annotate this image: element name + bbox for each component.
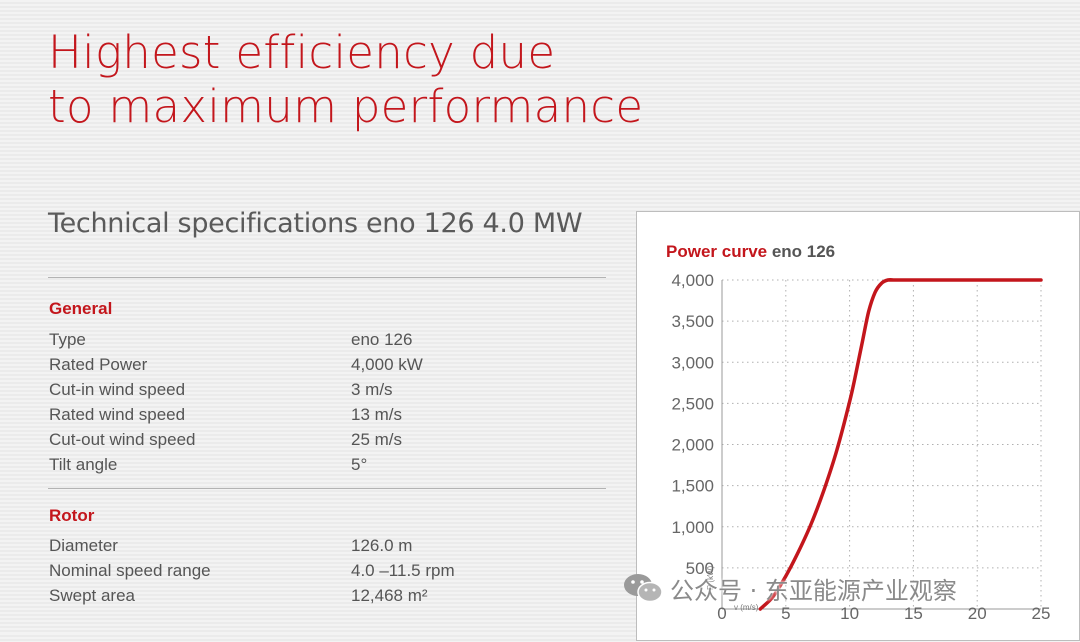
wechat-icon	[624, 574, 663, 603]
spec-value: 25 m/s	[351, 430, 403, 449]
x-tick-label: 15	[904, 604, 923, 623]
spec-label: Rated Power	[49, 355, 148, 374]
spec-row: Rated wind speed 13 m/s	[49, 402, 609, 427]
section-heading-general: General	[49, 299, 113, 318]
divider-middle	[48, 488, 606, 489]
power-curve-chart: Power curve eno 126 500 1,000 1,500 2,000 2,5…	[666, 242, 1051, 623]
spec-label: Rated wind speed	[49, 405, 186, 424]
y-tick-label: 3,000	[671, 353, 714, 372]
chart-title-part-2: eno 126	[772, 242, 835, 261]
page-title-line-1: Highest efficiency due	[48, 26, 556, 79]
general-spec-list: Type eno 126 Rated Power 4,000 kW Cut-in…	[49, 327, 609, 477]
spec-row: Cut-out wind speed 25 m/s	[49, 427, 609, 452]
chart-title-part-1: Power curve	[666, 242, 772, 261]
y-tick-label: 2,000	[671, 436, 714, 455]
spec-title: Technical specifications eno 126 4.0 MW	[48, 208, 583, 239]
spec-value: 5°	[351, 455, 368, 474]
y-tick-label: 2,500	[671, 394, 714, 413]
spec-row: Type eno 126	[49, 327, 609, 352]
spec-value: 4.0 –11.5 rpm	[351, 561, 455, 580]
page-title-line-2: to maximum performance	[48, 80, 644, 133]
x-axis-label: v (m/s)	[734, 603, 759, 612]
power-curve-line	[758, 278, 1043, 611]
spec-row: Nominal speed range 4.0 –11.5 rpm	[49, 558, 609, 583]
y-tick-label: 500	[686, 559, 714, 578]
spec-label: Type	[49, 330, 86, 349]
y-tick-label: 1,500	[671, 477, 714, 496]
spec-row: Tilt angle 5°	[49, 452, 609, 477]
x-tick-label: 0	[717, 604, 726, 623]
spec-row: Diameter 126.0 m	[49, 533, 609, 558]
rotor-spec-list: Diameter 126.0 m Nominal speed range 4.0…	[49, 533, 609, 608]
spec-row: Rated Power 4,000 kW	[49, 352, 609, 377]
x-tick-label: 5	[781, 604, 790, 623]
x-tick-label: 20	[968, 604, 987, 623]
spec-value: 13 m/s	[351, 405, 403, 424]
spec-label: Tilt angle	[49, 455, 118, 474]
y-axis-label: P (kW)	[706, 565, 715, 590]
chart-title: Power curve eno 126	[666, 242, 835, 261]
y-tick-label: 3,500	[671, 312, 714, 331]
spec-label: Cut-in wind speed	[49, 380, 186, 399]
spec-value: eno 126	[351, 330, 413, 349]
x-tick-label: 10	[840, 604, 859, 623]
y-tick-label: 1,000	[671, 518, 714, 537]
watermark: 公众号 · 东亚能源产业观察	[622, 568, 957, 608]
spec-value: 3 m/s	[351, 380, 393, 399]
spec-value: 126.0 m	[351, 536, 413, 555]
page-title: Highest efficiency due to maximum perfor…	[48, 26, 643, 134]
spec-value: 12,468 m²	[351, 586, 428, 605]
spec-value: 4,000 kW	[351, 355, 423, 374]
section-heading-rotor: Rotor	[49, 506, 95, 525]
spec-label: Diameter	[49, 536, 118, 555]
power-curve-panel: Power curve eno 126 500 1,000 1,500 2,000 2,5…	[636, 211, 1080, 641]
divider-top	[48, 277, 606, 278]
spec-row: Cut-in wind speed 3 m/s	[49, 377, 609, 402]
y-tick-label: 4,000	[671, 271, 714, 290]
watermark-text: 公众号 · 东亚能源产业观察	[670, 576, 957, 605]
spec-label: Swept area	[49, 586, 135, 605]
x-tick-label: 25	[1032, 604, 1051, 623]
spec-label: Nominal speed range	[49, 561, 211, 580]
spec-row: Swept area 12,468 m²	[49, 583, 609, 608]
spec-label: Cut-out wind speed	[49, 430, 196, 449]
